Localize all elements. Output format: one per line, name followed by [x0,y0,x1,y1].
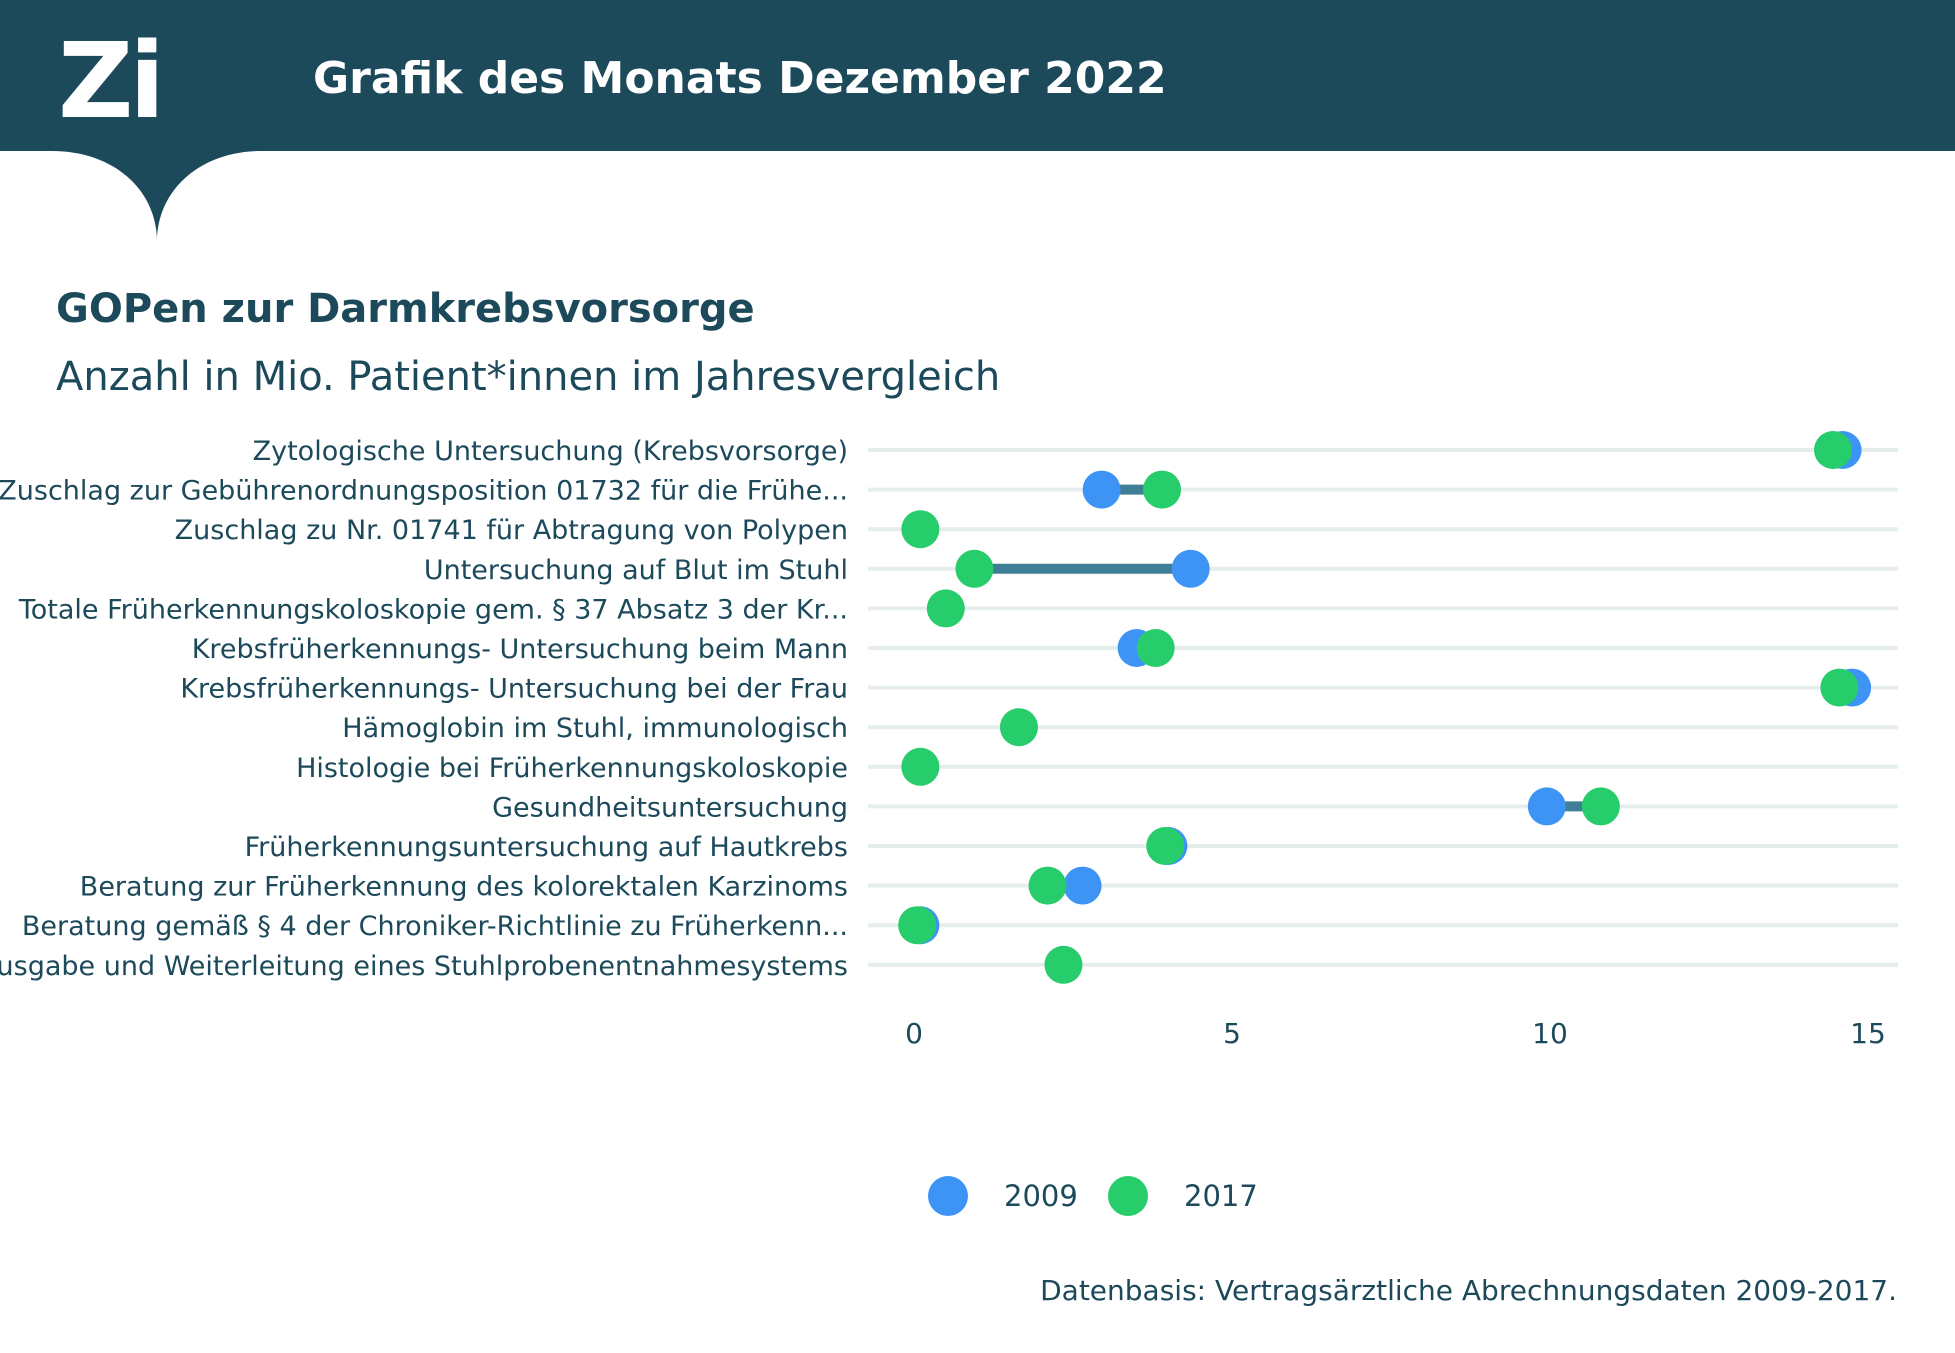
category-label: Beratung zur Früherkennung des kolorekta… [80,872,848,903]
category-label: Zuschlag zu Nr. 01741 für Abtragung von … [175,515,848,546]
data-point-2017 [898,906,937,945]
category-label: Krebsfrüherkennungs- Untersuchung beim M… [192,634,848,665]
category-label: Untersuchung auf Blut im Stuhl [424,555,848,586]
data-point-2017 [1581,787,1620,826]
data-point-2017 [1143,470,1182,509]
data-point-2017 [926,589,965,628]
data-point-2017 [1028,866,1067,905]
category-label: Gesundheitsuntersuchung [492,792,848,823]
x-tick-label: 10 [1532,1017,1568,1050]
data-point-2017 [1044,945,1083,984]
legend-marker-2009 [928,1176,968,1216]
chart-title: GOPen zur Darmkrebsvorsorge [56,286,755,332]
source-note: Datenbasis: Vertragsärztliche Abrechnung… [1040,1274,1897,1307]
legend: 2009 2017 [928,1176,1258,1216]
header-title: Grafik des Monats Dezember 2022 [313,53,1167,104]
data-point-2009 [1063,866,1102,905]
legend-marker-2017 [1108,1176,1148,1216]
data-point-2009 [1171,549,1210,588]
category-label: Histologie bei Früherkennungskoloskopie [296,753,848,784]
category-label: Beratung gemäß § 4 der Chroniker-Richtli… [22,911,848,942]
x-tick-label: 0 [905,1017,923,1050]
data-point-2017 [955,549,994,588]
legend-label: 2017 [1184,1179,1258,1213]
data-point-2009 [1082,470,1121,509]
header-banner [0,0,1955,240]
data-point-2017 [1820,668,1859,707]
category-label: Totale Früherkennungskoloskopie gem. § 3… [18,594,848,625]
data-point-2017 [1146,827,1185,865]
legend-label: 2009 [1004,1179,1078,1213]
category-label: Früherkennungsuntersuchung auf Hautkrebs [245,832,848,863]
category-label: Zytologische Untersuchung (Krebsvorsorge… [253,436,848,467]
data-point-2017 [901,510,940,549]
category-label: Ausgabe und Weiterleitung eines Stuhlpro… [0,951,848,982]
data-point-2017 [901,747,940,786]
data-point-2017 [1136,629,1175,667]
x-tick-label: 5 [1223,1017,1241,1050]
x-tick-label: 15 [1850,1017,1886,1050]
category-label: Krebsfrüherkennungs- Untersuchung bei de… [180,674,848,705]
data-point-2017 [999,708,1038,747]
data-point-2017 [1814,431,1853,469]
data-point-2009 [1527,787,1566,826]
chart-subtitle: Anzahl in Mio. Patient*innen im Jahresve… [56,354,1000,400]
logo-text: Zi [58,20,161,142]
plot-area: Zytologische Untersuchung (Krebsvorsorge… [0,431,1898,1050]
category-label: Zuschlag zur Gebührenordnungsposition 01… [0,476,848,507]
category-label: Hämoglobin im Stuhl, immunologisch [342,713,848,744]
